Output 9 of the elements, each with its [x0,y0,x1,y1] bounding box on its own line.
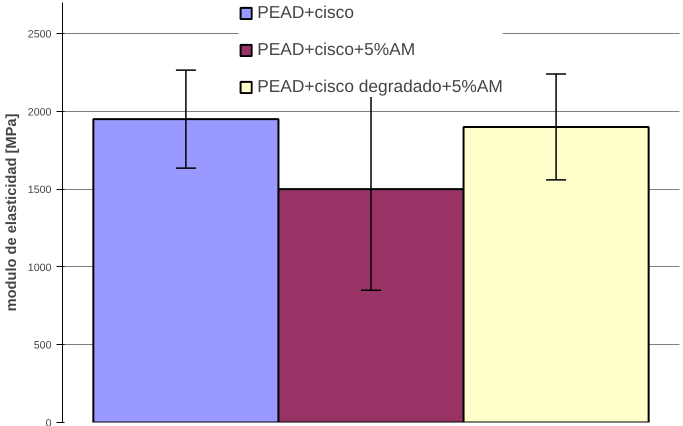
y-axis-title: modulo de elasticidad [MPa] [4,113,20,312]
y-tick-label: 1000 [28,262,52,274]
y-tick-label: 2500 [28,28,52,41]
y-tick-label: 1500 [28,184,52,196]
legend-label: PEAD+cisco+5%AM [257,39,416,60]
y-tick-label: 2000 [28,106,52,118]
legend-label: PEAD+cisco degradado+5%AM [257,76,503,97]
legend-label: PEAD+cisco [257,2,354,23]
y-tick-label: 500 [34,340,52,352]
